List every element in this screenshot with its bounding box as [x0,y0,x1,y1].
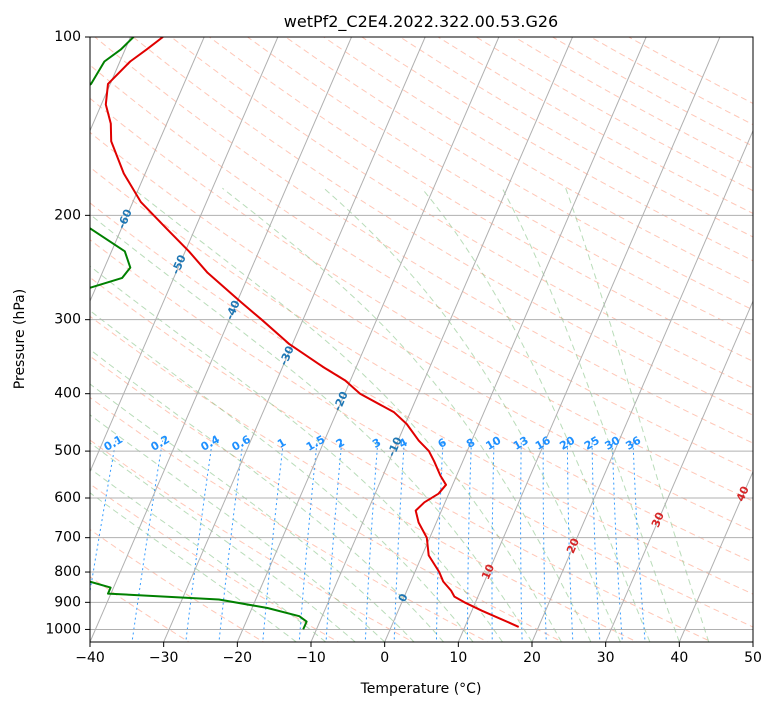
moist-adiabat [501,187,680,642]
x-tick-label: 40 [670,650,688,666]
isotherm-label: 10 [479,562,497,582]
moist-adiabat [90,414,386,642]
plot-area: -100-90-80-70-60-50-40-30-20-10010203040… [90,37,753,642]
mixing-ratio-line [611,440,623,642]
mixing-ratio-line [520,440,523,642]
mixing-ratio-line [542,440,547,642]
plot-frame [89,36,754,643]
mixing-ratio-line [393,440,405,642]
dry-adiabat [90,131,753,532]
isotherm-line [678,470,753,642]
moist-adiabat [90,383,415,642]
mixing-ratio-line [632,440,646,642]
x-axis-ticks: −40 −30 −20 −10 0 10 20 30 40 50 [75,642,762,666]
isotherm-label: 20 [564,536,582,556]
moist-adiabat [421,187,651,642]
y-tick-label: 100 [54,29,81,45]
dry-adiabat [90,97,753,502]
dry-adiabat [209,37,753,362]
y-axis-label: Pressure (hPa) [12,289,28,389]
x-tick-label: −40 [75,650,105,666]
y-tick-label: 700 [54,530,81,546]
isotherm-label: 40 [734,484,752,504]
y-tick-label: 300 [54,312,81,328]
x-tick-label: 20 [523,650,541,666]
x-tick-label: 10 [449,650,467,666]
y-tick-label: 500 [54,443,81,459]
isotherm-line [90,37,205,303]
x-tick-label: 30 [597,650,615,666]
dry-adiabat [90,64,753,473]
dry-adiabat [247,37,753,336]
dry-adiabat [90,276,713,642]
mixing-ratio-line [435,440,444,642]
isotherms [90,37,753,642]
moist-adiabat [90,310,474,642]
moist-adiabat [90,468,327,642]
dry-adiabat [90,396,489,642]
isotherm-line [163,37,426,642]
y-tick-label: 800 [54,564,81,580]
dry-adiabat [94,37,753,444]
isotherm-line [90,37,279,473]
isotherm-line [605,299,753,642]
mixing-ratio-line [591,440,601,642]
dry-adiabat [90,439,414,642]
chart-title: wetPf2_C2E4.2022.322.00.53.G26 [284,12,558,32]
dry-adiabat [90,166,753,563]
mixing-ratio-line [566,440,574,642]
isotherm-line [531,129,753,642]
isotherm-line [384,37,647,642]
y-axis-ticks: 100 200 300 400 500 600 700 800 900 1000 [45,29,90,637]
dry-adiabat [90,202,753,595]
dry-adiabat [132,37,753,416]
mixing-ratio-line [364,440,379,642]
isotherm-line [90,37,352,642]
isobars [90,37,753,630]
x-tick-label: 0 [380,650,389,666]
x-tick-label: −20 [223,650,253,666]
y-tick-label: 900 [54,594,81,610]
x-tick-label: −30 [149,650,179,666]
mixing-ratio-lines [90,440,646,642]
mixing-ratio-line [491,440,495,642]
x-tick-label: 50 [744,650,762,666]
isotherm-label: 30 [649,510,667,530]
x-axis-label: Temperature (°C) [360,681,482,697]
x-tick-label: −10 [296,650,326,666]
y-tick-label: 200 [54,207,81,223]
y-tick-label: 400 [54,386,81,402]
mixing-ratio-line [467,440,472,642]
isotherm-line [236,37,500,642]
dry-adiabat [323,37,753,286]
moist-adiabat [132,187,562,642]
profile-traces [90,37,520,630]
isotherm-line [457,37,721,642]
y-tick-label: 600 [54,490,81,506]
temperature-trace [104,37,520,628]
moist-adiabat [90,213,533,642]
y-tick-label: 1000 [45,621,81,637]
isotherm-line [310,37,573,642]
moist-adiabat [323,187,621,642]
